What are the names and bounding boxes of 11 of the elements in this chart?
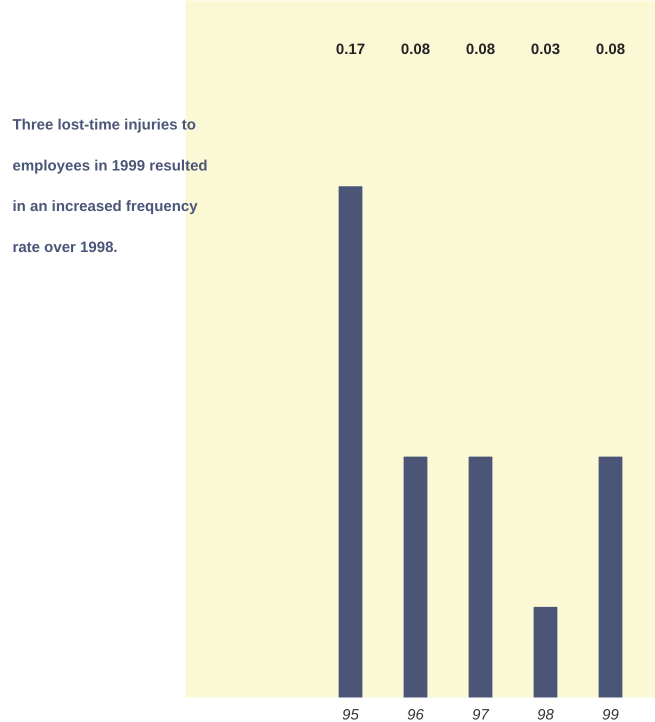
data-label: 0.08 <box>466 40 496 58</box>
data-label: 0.08 <box>400 40 430 58</box>
x-tick-label: 97 <box>472 706 490 722</box>
data-label: 0.03 <box>530 40 560 58</box>
x-tick-label: 95 <box>342 706 360 722</box>
data-label: 0.08 <box>596 40 626 58</box>
x-tick-label: 99 <box>602 706 620 722</box>
x-tick-label: 96 <box>407 706 424 722</box>
data-label: 0.17 <box>336 40 366 58</box>
text: Three lost-time injuries to employees in 1999 resulted in an increased frequency rate over 1998. <box>12 116 208 256</box>
x-tick-label: 98 <box>537 706 554 722</box>
